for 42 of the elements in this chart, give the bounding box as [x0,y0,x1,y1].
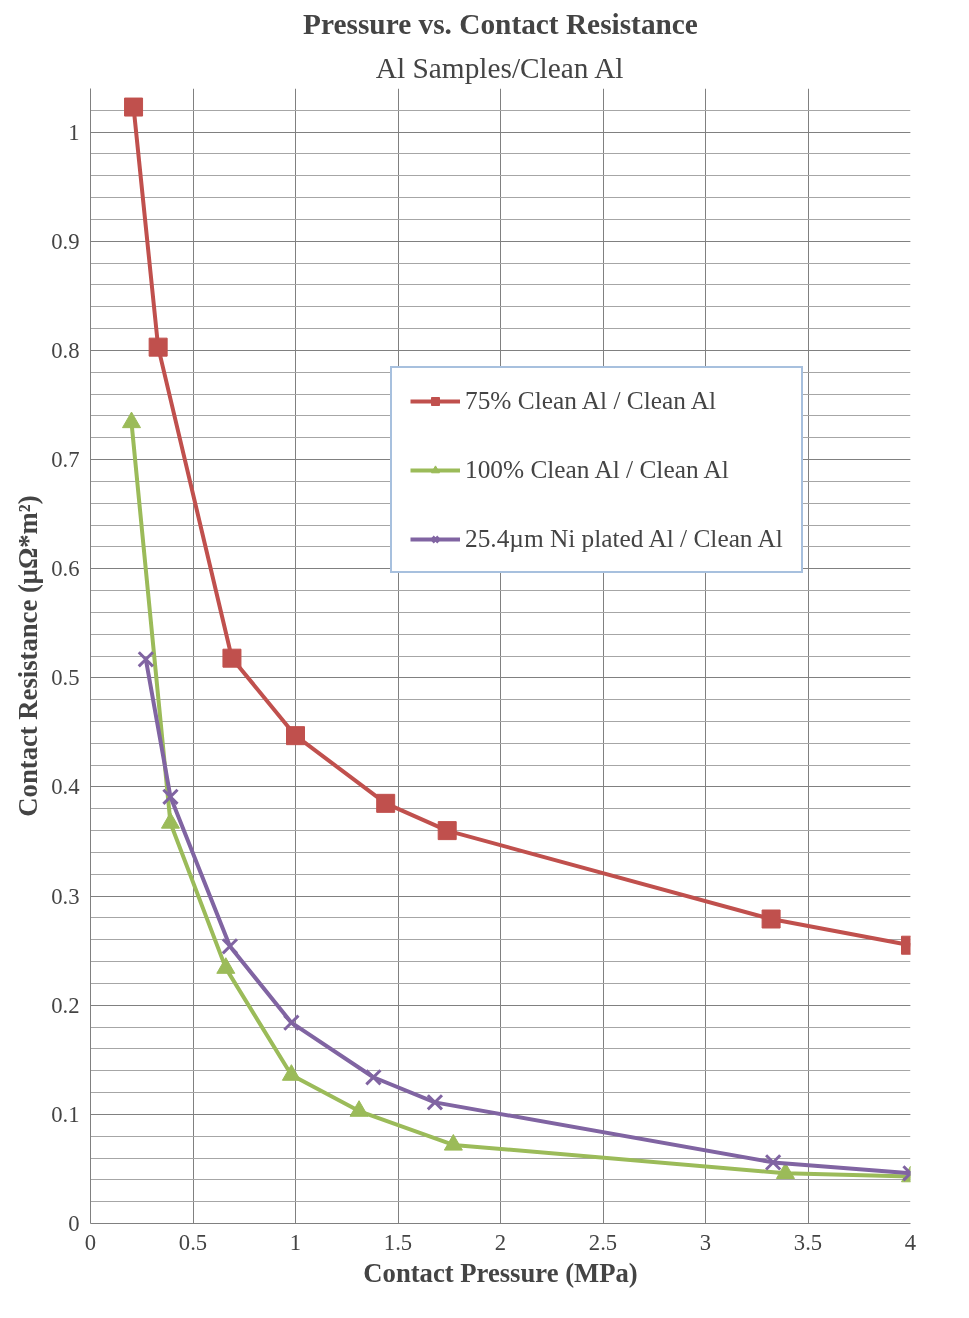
point [221,937,239,955]
point [124,97,144,117]
y-tick-label: 0.6 [51,556,80,582]
x-tick-label: 1.5 [383,1229,413,1255]
point [764,1153,782,1171]
y-tick-label: 0.4 [51,774,80,800]
chart-subtitle: Al Samples/Clean Al [375,51,624,84]
point [222,648,242,668]
legend-label: 25.4µm Ni plated Al / Clean Al [465,524,783,553]
point [282,1014,300,1032]
point [148,337,168,357]
chart-title: Pressure vs. Contact Resistance [303,7,698,40]
x-tick-label: 0.5 [178,1229,208,1255]
y-tick-label: 0.9 [51,228,80,254]
y-axis-title: Contact Resistance (μΩ*m²) [13,495,44,817]
x-tick-label: 4 [904,1229,917,1255]
point [161,788,180,806]
x-tick-label: 0 [84,1229,97,1255]
y-tick-label: 0.7 [51,447,80,473]
x-tick-label: 1 [289,1229,302,1255]
y-tick-label: 0.8 [51,337,80,363]
y-tick-label: 0.2 [51,992,80,1018]
point [426,1093,444,1111]
point [137,650,155,668]
y-tick-label: 1 [68,119,80,145]
point [376,793,396,813]
y-tick-label: 0.3 [51,883,80,909]
y-tick-label: 0.1 [51,1101,80,1127]
x-tick-label: 2.5 [588,1229,618,1255]
x-tick-label: 3.5 [793,1229,823,1255]
y-tick-label: 0 [68,1211,80,1236]
x-tick-label: 2 [494,1229,507,1255]
x-axis-title: Contact Pressure (MPa) [363,1257,638,1288]
point [286,726,305,746]
y-tick-label: 0.5 [51,665,80,691]
point [364,1068,382,1086]
point [437,821,457,841]
point [443,1134,463,1151]
x-tick-label: 3 [699,1229,712,1255]
legend-label: 100% Clean Al / Clean Al [465,455,729,484]
legend-label: 75% Clean Al / Clean Al [465,386,717,415]
point [761,909,781,929]
